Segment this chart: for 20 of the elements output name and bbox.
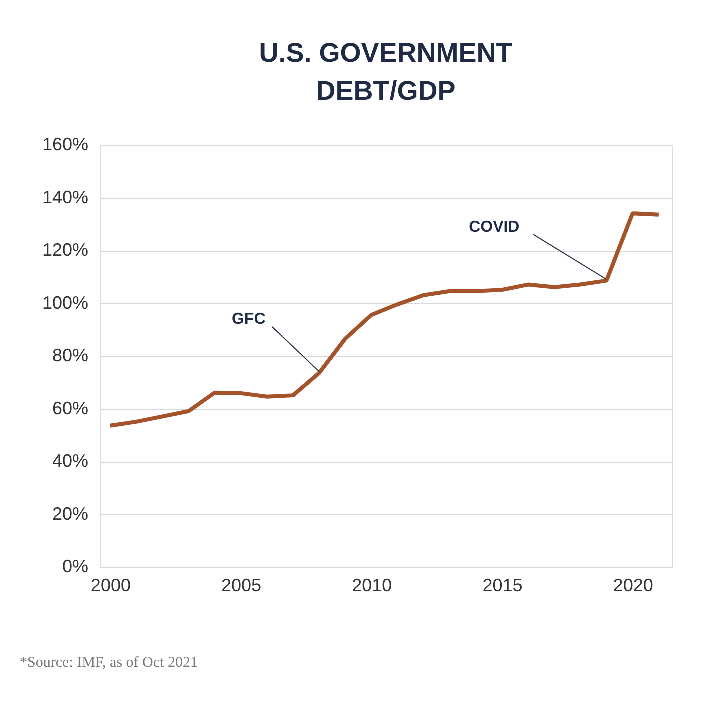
y-tick-label: 80%	[52, 346, 88, 366]
x-tick-label: 2000	[90, 576, 131, 596]
y-tick-label: 0%	[62, 556, 88, 576]
x-tick-label: 2005	[222, 576, 262, 596]
line-series	[108, 212, 661, 428]
annotation: GFC	[232, 311, 266, 328]
y-tick-label: 20%	[52, 504, 88, 524]
y-tick-label: 60%	[52, 398, 88, 418]
x-tick-label: 2015	[482, 576, 523, 596]
y-tick-label: 160%	[42, 134, 88, 154]
y-tick-label: 140%	[42, 187, 88, 208]
text: *Source: IMF, as of Oct 2021	[20, 655, 198, 671]
x-tick-label: 2020	[613, 576, 654, 596]
y-tick-label: 120%	[42, 240, 88, 260]
text: DEBT/GDP	[316, 76, 456, 106]
annotation: COVID	[469, 218, 520, 236]
text: U.S. GOVERNMENT	[259, 38, 513, 68]
y-tick-label: 100%	[42, 292, 88, 313]
x-tick-label: 2010	[352, 576, 392, 596]
y-tick-label: 40%	[52, 451, 88, 471]
